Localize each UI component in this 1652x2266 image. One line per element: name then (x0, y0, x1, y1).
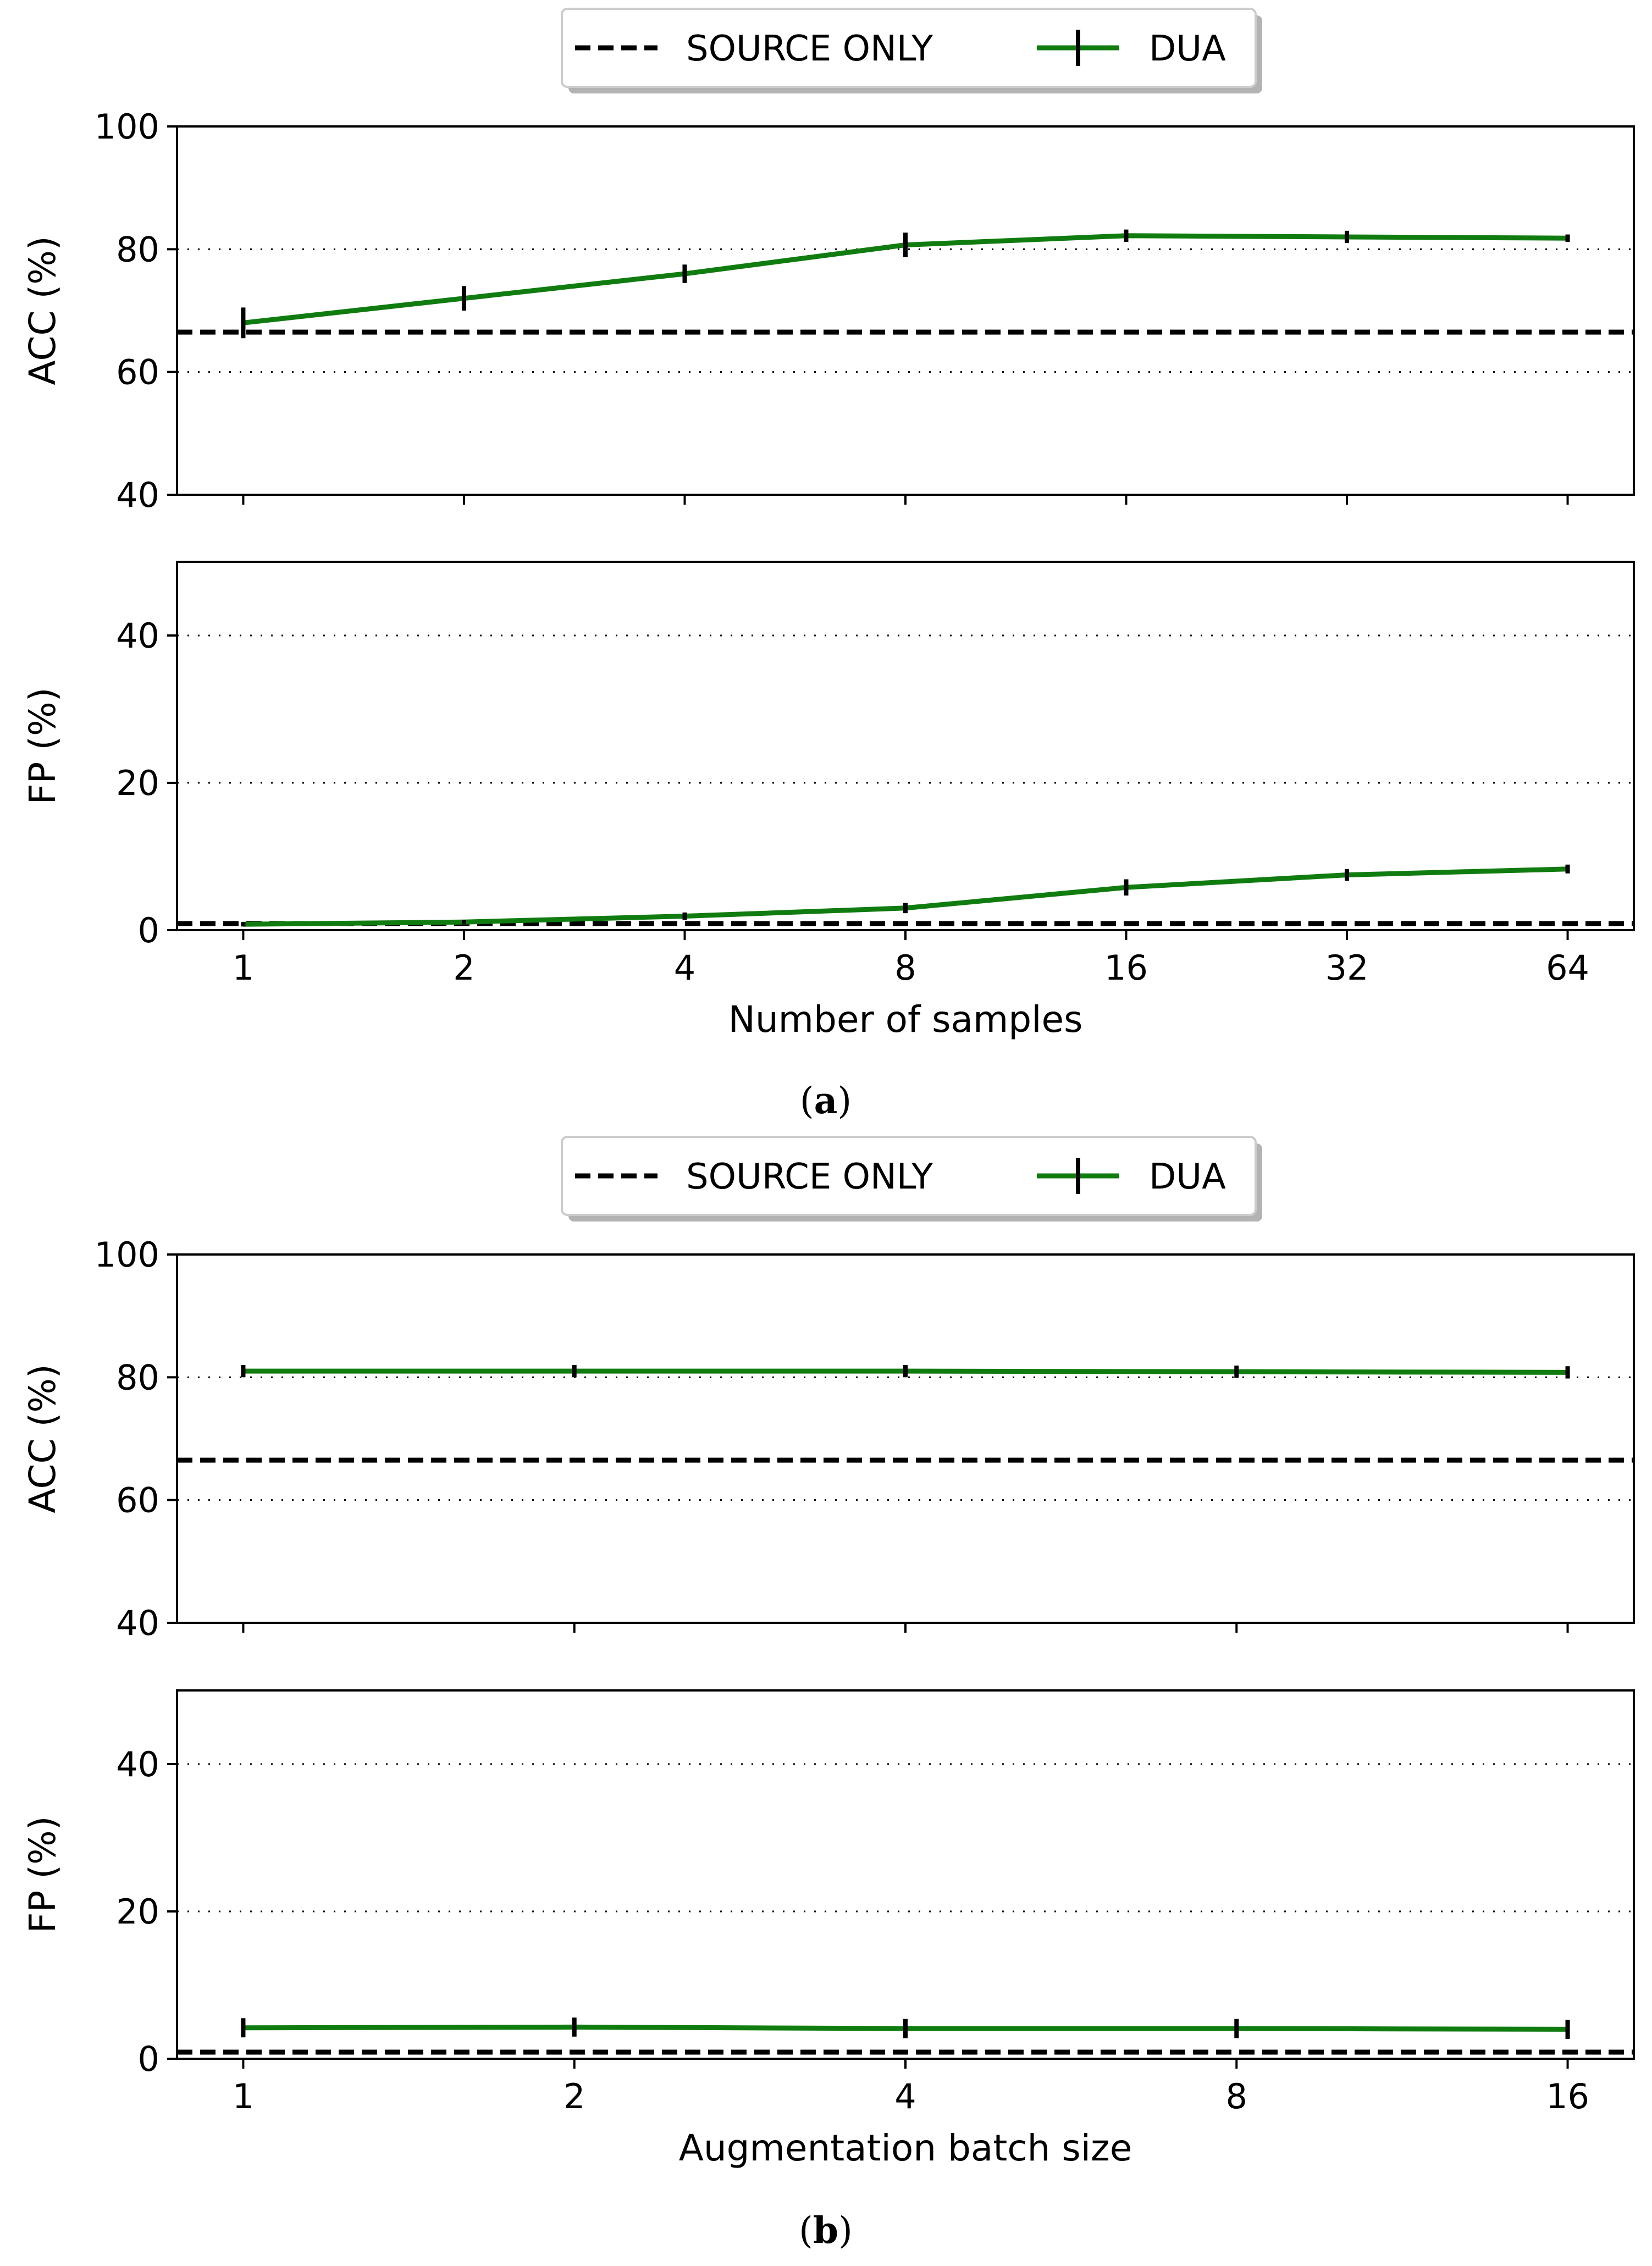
panel-b-accuracy: 40 60 80 100 ACC (%) (21, 1235, 1635, 1643)
caption-a: (a) (800, 1079, 852, 1122)
y-tick-label: 0 (138, 2039, 159, 2079)
legend-a: SOURCE ONLY DUA (561, 8, 1262, 93)
x-tick-label: 8 (1226, 2076, 1247, 2116)
x-tick-label: 4 (674, 948, 695, 988)
y-tick-label: 40 (116, 475, 159, 515)
y-tick-label: 60 (116, 1480, 159, 1521)
panel-a-false-positive: 0 20 40 1 2 4 8 16 32 64 FP (%) Number of samples (21, 561, 1635, 1041)
y-tick-label: 40 (116, 1603, 159, 1643)
dua-series-line (243, 866, 1568, 927)
y-tick-label: 80 (116, 1357, 159, 1397)
x-tick-label: 2 (563, 2076, 585, 2116)
panel-b-false-positive: 0 20 40 1 2 4 8 16 FP (%) Augmentation batch size (21, 1689, 1635, 2169)
x-axis-label: Augmentation batch size (679, 2127, 1132, 2169)
y-axis-label: FP (%) (21, 688, 64, 805)
x-tick-label: 4 (894, 2076, 916, 2116)
y-tick-label: 0 (138, 910, 159, 950)
x-tick-label: 16 (1104, 948, 1148, 988)
axes-frame (176, 1253, 1635, 1624)
y-tick-label: 100 (95, 1235, 159, 1275)
caption-b: (b) (799, 2209, 853, 2252)
y-axis-label: ACC (%) (21, 1364, 64, 1513)
axes-frame (176, 125, 1635, 496)
legend-source-only-label: SOURCE ONLY (686, 1157, 933, 1197)
x-tick-label: 8 (894, 948, 916, 988)
legend-dua-label: DUA (1149, 1157, 1226, 1197)
y-tick-label: 20 (116, 1892, 159, 1932)
y-tick-label: 80 (116, 229, 159, 269)
x-tick-label: 16 (1546, 2076, 1589, 2116)
x-tick-label: 1 (233, 2076, 254, 2116)
y-tick-label: 100 (95, 107, 159, 147)
x-tick-label: 32 (1325, 948, 1369, 988)
legend-b: SOURCE ONLY DUA (561, 1136, 1262, 1222)
panel-a-accuracy: 40 60 80 100 ACC (%) (21, 107, 1635, 515)
legend-source-only-label: SOURCE ONLY (686, 29, 933, 69)
y-tick-label: 60 (116, 352, 159, 393)
y-tick-label: 40 (116, 616, 159, 656)
x-tick-label: 64 (1546, 948, 1589, 988)
legend-dua-label: DUA (1149, 29, 1226, 69)
y-axis-label: ACC (%) (21, 236, 64, 385)
x-tick-label: 1 (233, 948, 254, 988)
y-tick-label: 40 (116, 1744, 159, 1784)
y-axis-label: FP (%) (21, 1816, 64, 1933)
x-tick-label: 2 (453, 948, 474, 988)
x-axis-label: Number of samples (728, 998, 1082, 1041)
axes-frame (176, 1689, 1635, 2060)
y-tick-label: 20 (116, 763, 159, 803)
